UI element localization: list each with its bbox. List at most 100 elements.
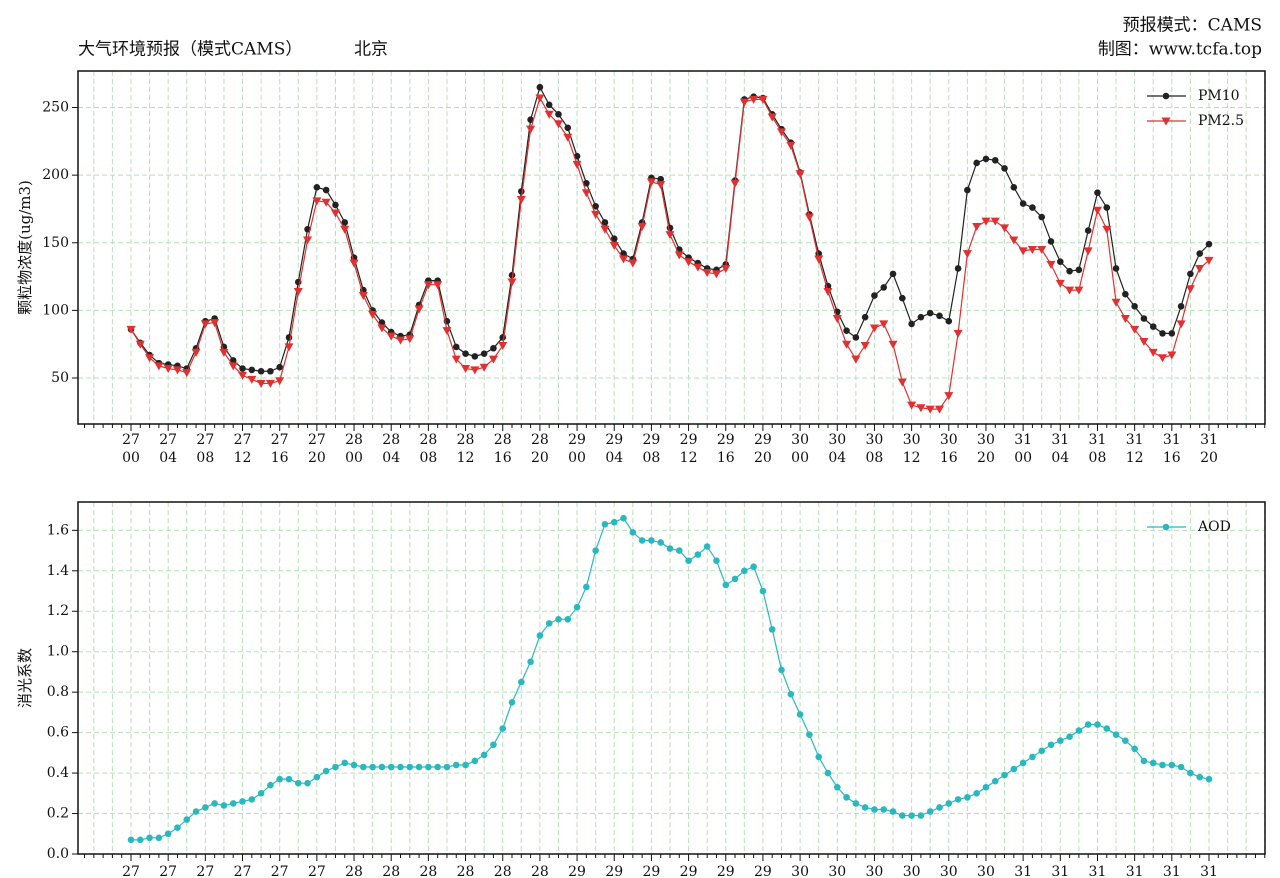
x-tick-label: 29 xyxy=(717,864,735,878)
x-tick-label: 31 04 xyxy=(1051,432,1069,466)
marker xyxy=(516,195,526,204)
x-tick-label: 29 xyxy=(680,864,698,878)
x-tick-label: 28 xyxy=(531,864,549,878)
x-tick-label: 28 12 xyxy=(457,432,475,466)
x-tick-label: 29 xyxy=(568,864,586,878)
x-tick-label: 28 08 xyxy=(419,432,437,466)
marker xyxy=(648,537,655,544)
marker xyxy=(377,324,387,333)
x-tick-label: 31 xyxy=(1126,864,1144,878)
x-tick-label: 28 xyxy=(457,864,475,878)
marker xyxy=(350,761,358,769)
marker xyxy=(1162,523,1170,531)
marker xyxy=(276,363,283,371)
marker xyxy=(591,210,601,219)
x-tick-label: 30 xyxy=(903,864,921,878)
marker xyxy=(1112,731,1120,738)
marker xyxy=(239,798,246,805)
x-tick-label: 29 xyxy=(754,864,772,878)
marker xyxy=(229,800,237,807)
x-tick-label: 27 04 xyxy=(159,432,177,466)
marker xyxy=(572,160,582,169)
marker xyxy=(257,790,265,797)
marker xyxy=(183,816,191,823)
marker xyxy=(527,116,534,123)
legend-label: PM2.5 xyxy=(1198,113,1244,129)
marker xyxy=(341,759,349,767)
marker xyxy=(889,808,897,815)
marker xyxy=(228,362,238,371)
marker xyxy=(1084,227,1092,234)
marker xyxy=(265,379,275,388)
marker xyxy=(462,350,469,357)
marker xyxy=(219,348,229,357)
marker xyxy=(694,551,702,558)
x-tick-label: 30 xyxy=(791,864,809,878)
marker xyxy=(508,698,516,706)
marker xyxy=(871,806,878,813)
marker xyxy=(321,198,331,207)
marker xyxy=(146,834,153,842)
marker xyxy=(330,209,340,218)
marker xyxy=(1029,204,1036,211)
marker xyxy=(610,235,618,243)
marker xyxy=(1066,733,1073,740)
marker xyxy=(518,188,525,195)
marker xyxy=(702,269,712,278)
marker xyxy=(488,355,498,364)
x-tick-label: 29 xyxy=(605,864,623,878)
marker xyxy=(1162,92,1170,100)
marker xyxy=(749,95,759,104)
marker xyxy=(313,773,321,781)
marker xyxy=(182,369,192,378)
x-tick-label: 27 xyxy=(234,864,252,878)
marker xyxy=(981,217,991,226)
x-tick-label: 27 00 xyxy=(122,432,140,466)
marker xyxy=(200,320,210,329)
note: 预报模式：CAMS xyxy=(1123,16,1262,36)
marker xyxy=(1038,213,1046,221)
x-tick-label: 29 16 xyxy=(717,432,735,466)
marker xyxy=(581,189,591,198)
marker xyxy=(888,340,898,349)
marker xyxy=(823,287,833,296)
marker xyxy=(480,751,488,759)
marker xyxy=(908,320,915,328)
marker xyxy=(767,113,777,122)
marker xyxy=(601,520,609,528)
marker xyxy=(824,769,832,777)
marker xyxy=(804,213,814,222)
plot-frame xyxy=(77,70,1266,425)
marker xyxy=(1139,337,1149,346)
marker xyxy=(164,830,172,838)
marker xyxy=(936,804,943,811)
x-tick-label: 29 00 xyxy=(568,432,586,466)
x-tick-label: 31 16 xyxy=(1163,432,1181,466)
marker xyxy=(1196,250,1203,257)
marker xyxy=(1038,747,1046,755)
marker xyxy=(982,783,990,791)
marker xyxy=(1092,206,1102,215)
marker xyxy=(1046,260,1056,269)
marker xyxy=(1094,721,1101,728)
x-tick-label: 27 16 xyxy=(271,432,289,466)
marker xyxy=(452,761,460,769)
marker xyxy=(713,557,720,564)
marker xyxy=(1075,727,1083,734)
marker xyxy=(247,375,257,384)
marker xyxy=(341,219,349,226)
marker xyxy=(127,836,135,844)
marker xyxy=(897,378,907,387)
marker xyxy=(945,317,953,325)
x-tick-label: 30 04 xyxy=(828,432,846,466)
marker xyxy=(563,133,573,142)
marker xyxy=(973,159,980,167)
x-tick-label: 30 xyxy=(828,864,846,878)
marker xyxy=(815,753,822,761)
x-tick-label: 27 xyxy=(271,864,289,878)
marker xyxy=(711,270,721,279)
marker xyxy=(1010,765,1018,773)
marker xyxy=(358,292,368,301)
marker xyxy=(386,332,396,341)
